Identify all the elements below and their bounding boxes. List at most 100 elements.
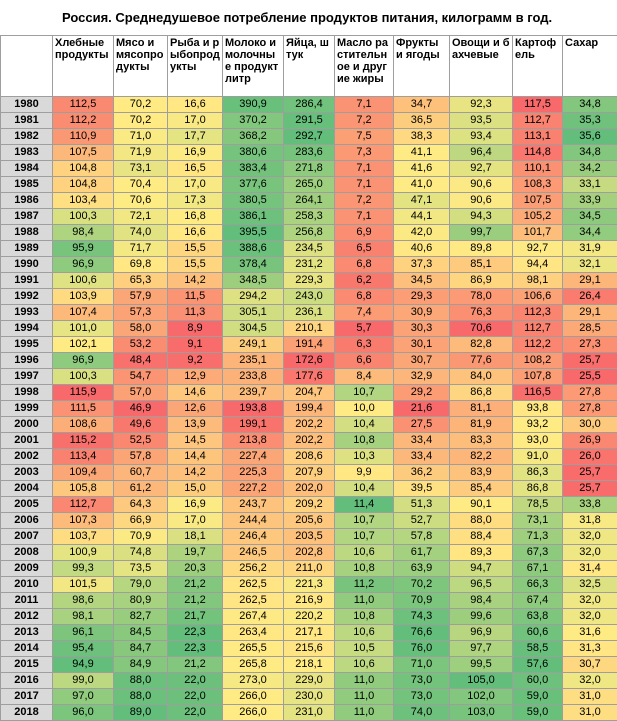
value-cell: 115,9: [52, 384, 114, 401]
year-cell: 2001: [0, 432, 53, 449]
value-cell: 67,1: [512, 560, 563, 577]
value-cell: 108,2: [512, 352, 563, 369]
value-cell: 74,3: [393, 608, 450, 625]
value-cell: 42,0: [393, 224, 450, 241]
value-cell: 213,8: [222, 432, 284, 449]
value-cell: 19,7: [167, 544, 223, 561]
value-cell: 46,9: [113, 400, 168, 417]
year-cell: 1985: [0, 176, 53, 193]
year-cell: 2002: [0, 448, 53, 465]
table-row: 1986 103,4 70,6 17,3 380,5 264,1 7,2 47,1 90,6 10…: [0, 192, 617, 209]
table-body: 1980 112,5 70,2 16,6 390,9 286,4 7,1 34,7 92,3 11…: [0, 96, 617, 721]
header-row: Хлебные продукты Мясо и мясопродукты Рыба …: [0, 35, 617, 97]
value-cell: 27,8: [562, 400, 617, 417]
value-cell: 99,5: [449, 656, 513, 673]
value-cell: 6,8: [334, 256, 394, 273]
value-cell: 21,2: [167, 656, 223, 673]
value-cell: 7,1: [334, 176, 394, 193]
value-cell: 34,5: [562, 208, 617, 225]
table-row: 1987 100,3 72,1 16,8 386,1 258,3 7,1 44,1 94,3 10…: [0, 208, 617, 225]
value-cell: 93,8: [512, 400, 563, 417]
value-cell: 58,0: [113, 320, 168, 337]
value-cell: 262,5: [222, 576, 284, 593]
value-cell: 47,1: [393, 192, 450, 209]
value-cell: 83,9: [449, 464, 513, 481]
value-cell: 96,9: [52, 256, 114, 273]
value-cell: 113,1: [512, 128, 563, 145]
value-cell: 101,5: [52, 576, 114, 593]
value-cell: 36,2: [393, 464, 450, 481]
value-cell: 99,6: [449, 608, 513, 625]
table-row: 2007 103,7 70,9 18,1 246,4 203,5 10,7 57,8 88,4 7…: [0, 528, 617, 545]
value-cell: 86,8: [449, 384, 513, 401]
value-cell: 17,0: [167, 176, 223, 193]
value-cell: 33,9: [562, 192, 617, 209]
table-row: 1980 112,5 70,2 16,6 390,9 286,4 7,1 34,7 92,3 11…: [0, 96, 617, 113]
column-header: Фрукты и ягоды: [393, 35, 450, 97]
value-cell: 88,0: [113, 688, 168, 705]
value-cell: 22,3: [167, 640, 223, 657]
value-cell: 79,0: [113, 576, 168, 593]
value-cell: 25,7: [562, 480, 617, 497]
value-cell: 262,5: [222, 592, 284, 609]
value-cell: 16,9: [167, 496, 223, 513]
value-cell: 25,7: [562, 464, 617, 481]
value-cell: 390,9: [222, 96, 284, 113]
year-cell: 1982: [0, 128, 53, 145]
value-cell: 57,8: [393, 528, 450, 545]
value-cell: 31,6: [562, 624, 617, 641]
value-cell: 15,0: [167, 480, 223, 497]
value-cell: 209,2: [283, 496, 335, 513]
value-cell: 99,0: [52, 672, 114, 689]
value-cell: 88,0: [113, 672, 168, 689]
value-cell: 93,0: [512, 432, 563, 449]
value-cell: 66,9: [113, 512, 168, 529]
value-cell: 266,0: [222, 704, 284, 721]
value-cell: 218,1: [283, 656, 335, 673]
value-cell: 235,1: [222, 352, 284, 369]
value-cell: 7,2: [334, 112, 394, 129]
value-cell: 210,1: [283, 320, 335, 337]
value-cell: 67,3: [512, 544, 563, 561]
value-cell: 15,5: [167, 256, 223, 273]
value-cell: 89,8: [449, 240, 513, 257]
value-cell: 286,4: [283, 96, 335, 113]
value-cell: 103,0: [449, 704, 513, 721]
value-cell: 98,1: [512, 272, 563, 289]
value-cell: 73,0: [393, 688, 450, 705]
value-cell: 85,4: [449, 480, 513, 497]
value-cell: 32,0: [562, 608, 617, 625]
value-cell: 96,5: [449, 576, 513, 593]
table-row: 1981 112,2 70,2 17,0 370,2 291,5 7,2 36,5 93,5 11…: [0, 112, 617, 129]
value-cell: 38,3: [393, 128, 450, 145]
value-cell: 6,3: [334, 336, 394, 353]
value-cell: 97,0: [52, 688, 114, 705]
value-cell: 86,3: [512, 464, 563, 481]
value-cell: 112,3: [512, 304, 563, 321]
value-cell: 177,6: [283, 368, 335, 385]
year-cell: 2012: [0, 608, 53, 625]
value-cell: 208,6: [283, 448, 335, 465]
value-cell: 102,1: [52, 336, 114, 353]
table-row: 1983 107,5 71,9 16,9 380,6 283,6 7,3 41,1 96,4 11…: [0, 144, 617, 161]
year-cell: 1980: [0, 96, 53, 113]
value-cell: 92,7: [449, 160, 513, 177]
table-row: 1997 100,3 54,7 12,9 233,8 177,6 8,4 32,9 84,0 10…: [0, 368, 617, 385]
value-cell: 90,1: [449, 496, 513, 513]
value-cell: 112,2: [52, 112, 114, 129]
value-cell: 84,9: [113, 656, 168, 673]
value-cell: 44,1: [393, 208, 450, 225]
value-cell: 103,9: [52, 288, 114, 305]
value-cell: 105,8: [52, 480, 114, 497]
value-cell: 34,7: [393, 96, 450, 113]
table-row: 1994 101,0 58,0 8,9 304,5 210,1 5,7 30,3 70,6 112…: [0, 320, 617, 337]
year-cell: 2008: [0, 544, 53, 561]
value-cell: 98,6: [52, 592, 114, 609]
value-cell: 263,4: [222, 624, 284, 641]
year-cell: 1989: [0, 240, 53, 257]
value-cell: 33,4: [393, 432, 450, 449]
value-cell: 108,3: [512, 176, 563, 193]
table-row: 2008 100,9 74,8 19,7 246,5 202,8 10,6 61,7 89,3 6…: [0, 544, 617, 561]
value-cell: 30,3: [393, 320, 450, 337]
column-header: Молоко и молочные продукт литр: [222, 35, 284, 97]
